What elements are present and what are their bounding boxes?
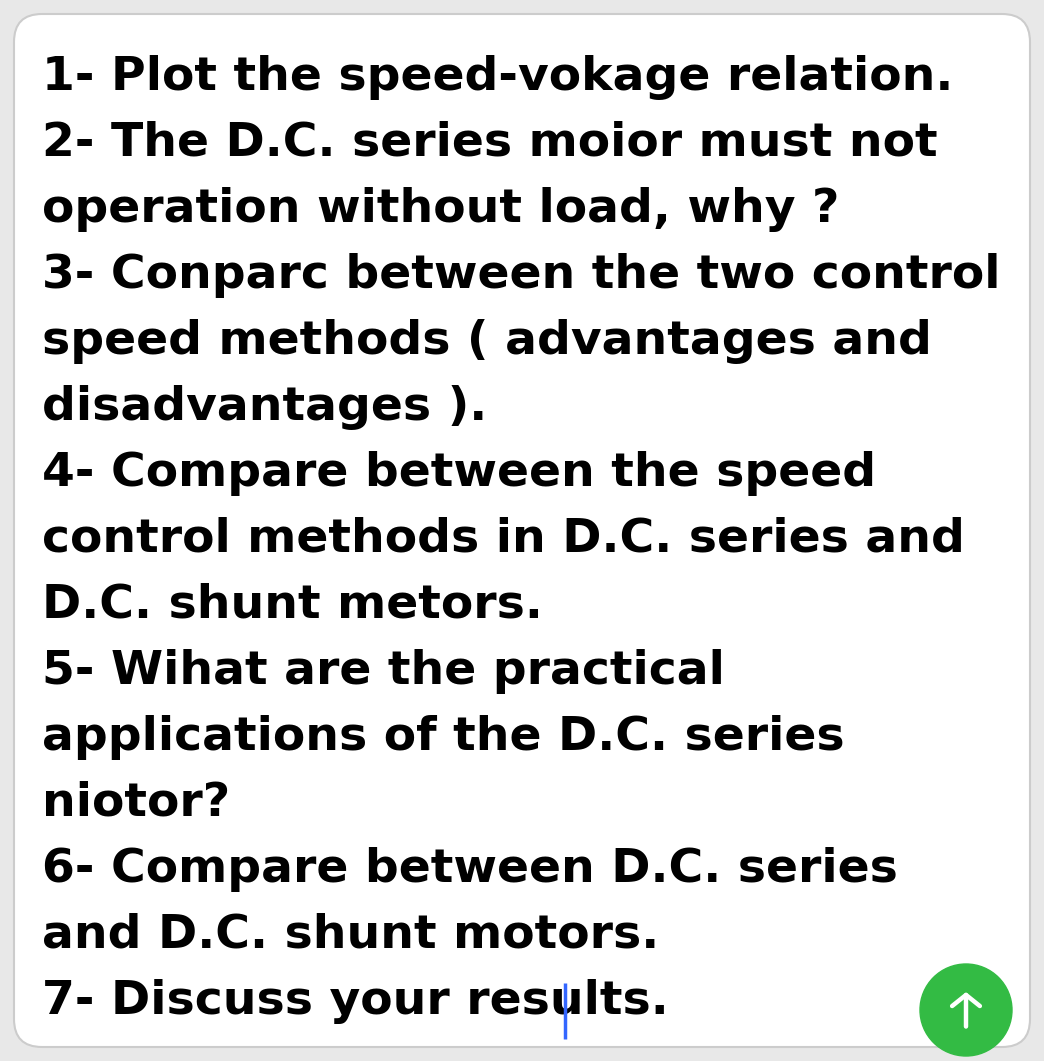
FancyBboxPatch shape — [14, 14, 1030, 1047]
Text: 3- Conparc between the two control: 3- Conparc between the two control — [42, 253, 1000, 298]
Text: disadvantages ).: disadvantages ). — [42, 385, 488, 430]
Text: 7- Discuss your results.: 7- Discuss your results. — [42, 979, 669, 1024]
Text: speed methods ( advantages and: speed methods ( advantages and — [42, 319, 932, 364]
Text: D.C. shunt metors.: D.C. shunt metors. — [42, 582, 543, 628]
Text: applications of the D.C. series: applications of the D.C. series — [42, 715, 845, 760]
Text: 6- Compare between D.C. series: 6- Compare between D.C. series — [42, 847, 898, 892]
Text: 1- Plot the speed-vokage relation.: 1- Plot the speed-vokage relation. — [42, 55, 953, 100]
Text: and D.C. shunt motors.: and D.C. shunt motors. — [42, 914, 659, 958]
Text: 2- The D.C. series moior must not: 2- The D.C. series moior must not — [42, 121, 938, 166]
Text: control methods in D.C. series and: control methods in D.C. series and — [42, 517, 965, 562]
Circle shape — [920, 964, 1012, 1056]
Text: 5- Wihat are the practical: 5- Wihat are the practical — [42, 649, 725, 694]
Text: niotor?: niotor? — [42, 781, 231, 827]
Text: 4- Compare between the speed: 4- Compare between the speed — [42, 451, 876, 495]
Text: operation without load, why ?: operation without load, why ? — [42, 187, 839, 232]
